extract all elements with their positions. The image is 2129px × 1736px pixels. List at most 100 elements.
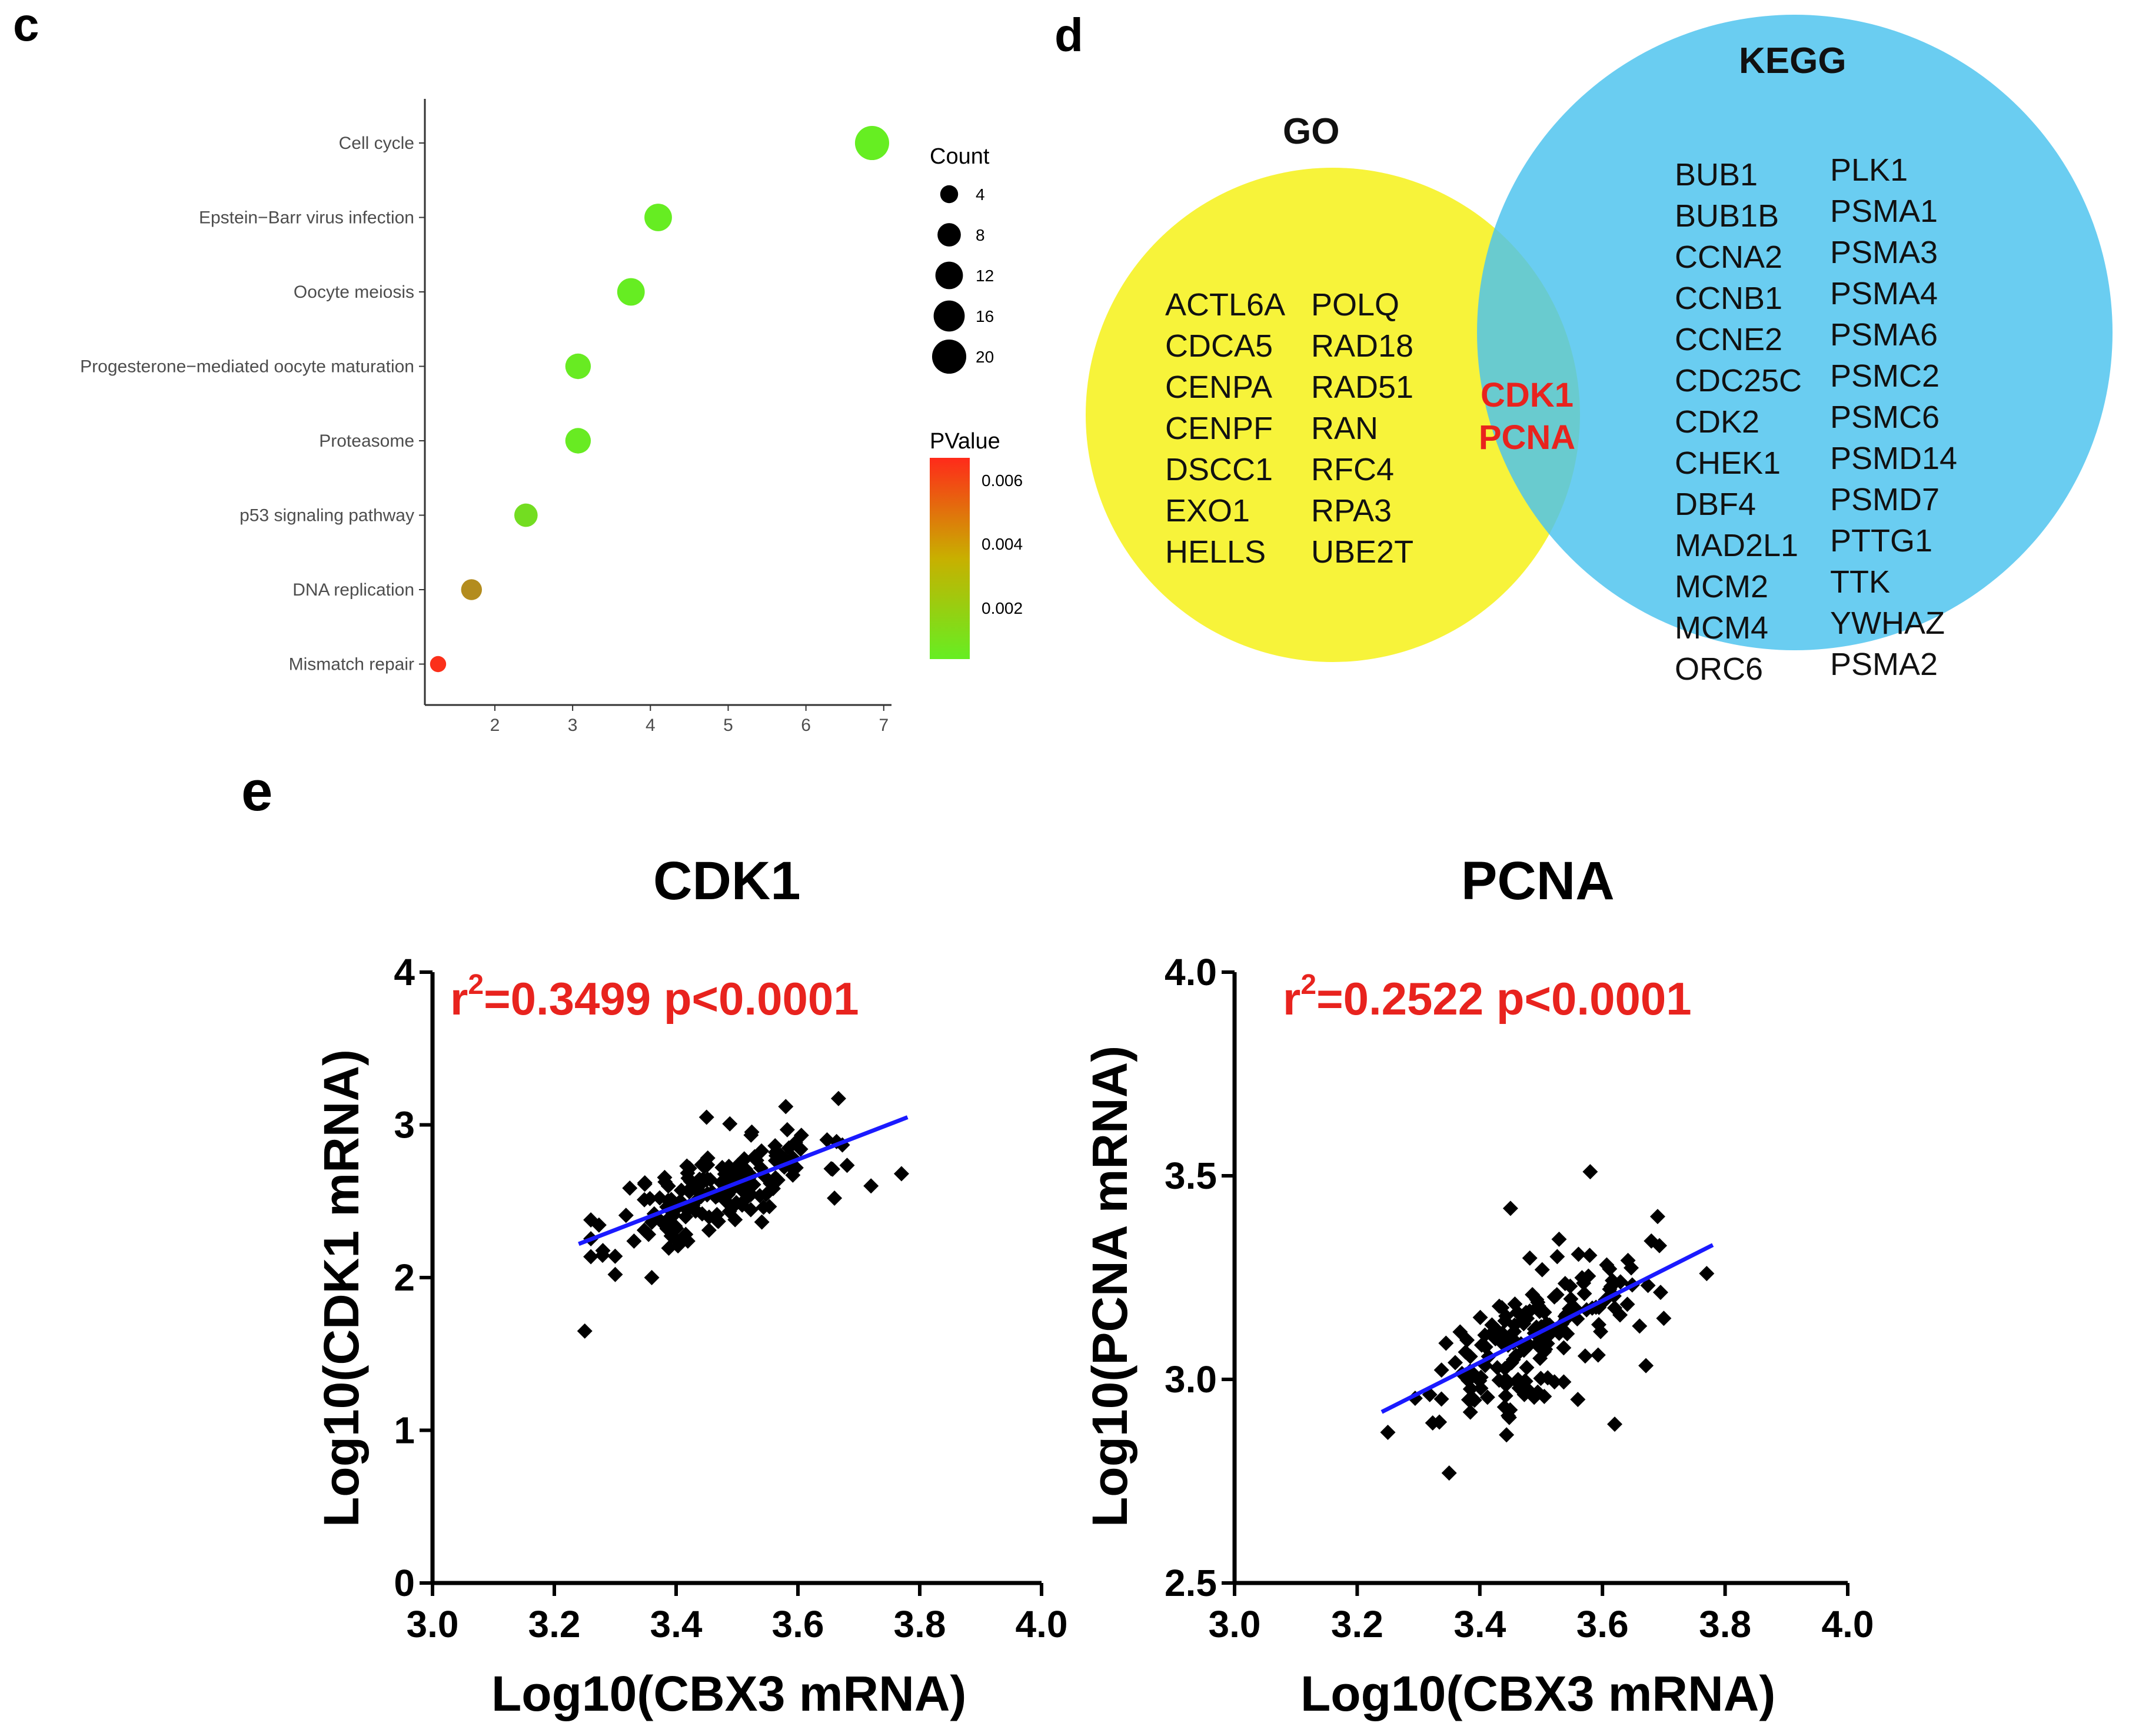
scatter-point bbox=[765, 1180, 781, 1196]
venn-gene: RAN bbox=[1311, 411, 1379, 446]
scatter-point bbox=[1571, 1246, 1586, 1262]
scatter-point bbox=[1559, 1326, 1575, 1342]
panel-letter-e: e bbox=[241, 760, 273, 823]
venn-gene: CCNB1 bbox=[1675, 281, 1783, 316]
scatter-point bbox=[637, 1192, 653, 1208]
scatter-point bbox=[819, 1132, 835, 1148]
venn-gene: DSCC1 bbox=[1165, 452, 1273, 487]
scatter-point bbox=[1500, 1408, 1516, 1424]
dot-plot-x-tick-label: 5 bbox=[723, 716, 733, 735]
scatter-point bbox=[768, 1148, 784, 1164]
scatter-point bbox=[1556, 1340, 1572, 1356]
scatter-point bbox=[761, 1199, 777, 1215]
scatter-point bbox=[1649, 1209, 1665, 1225]
count-legend-dot bbox=[937, 223, 961, 247]
scatter-point bbox=[680, 1233, 696, 1249]
venn-go-circle bbox=[1086, 168, 1580, 662]
scatter-point bbox=[744, 1124, 760, 1140]
scatter-point bbox=[1612, 1274, 1628, 1290]
scatter-point bbox=[1433, 1391, 1449, 1407]
stat-sup: 2 bbox=[468, 969, 484, 1000]
scatter-cdk1-xlabel: Log10(CBX3 mRNA) bbox=[491, 1666, 967, 1721]
scatter-point bbox=[1582, 1164, 1598, 1180]
scatter-point bbox=[1491, 1298, 1507, 1314]
scatter-point bbox=[1652, 1285, 1668, 1301]
scatter-fit-line bbox=[1380, 1243, 1714, 1414]
count-legend-dot bbox=[932, 339, 967, 374]
dot-plot-point bbox=[514, 503, 538, 527]
scatter-point bbox=[1486, 1322, 1502, 1338]
scatter-point bbox=[1590, 1347, 1606, 1363]
pvalue-legend-title: PValue bbox=[930, 429, 1000, 454]
scatter-point bbox=[793, 1141, 809, 1157]
count-legend-label: 16 bbox=[976, 307, 994, 325]
scatter-point bbox=[1518, 1305, 1534, 1321]
scatter-point bbox=[1522, 1250, 1538, 1266]
scatter-point bbox=[1489, 1360, 1505, 1376]
venn-go-title: GO bbox=[1283, 111, 1340, 152]
scatter-y-tick-label: 2.5 bbox=[1165, 1562, 1217, 1604]
count-legend-dot bbox=[935, 261, 963, 290]
scatter-point bbox=[1526, 1389, 1542, 1405]
scatter-point bbox=[577, 1323, 593, 1339]
venn-kegg-list-col2: PLK1 PSMA1 PSMA3 PSMA4 PSMA6 PSMC2 PSMC6 PSMD14… bbox=[1830, 149, 1957, 685]
scatter-y-tick-label: 0 bbox=[394, 1562, 415, 1604]
venn-gene: POLQ bbox=[1311, 287, 1400, 322]
scatter-point bbox=[863, 1178, 879, 1194]
scatter-point bbox=[1534, 1262, 1550, 1278]
venn-gene: CCNA2 bbox=[1675, 240, 1783, 275]
scatter-point bbox=[664, 1217, 680, 1233]
venn-gene: HELLS bbox=[1165, 534, 1266, 570]
venn-gene: BUB1B bbox=[1675, 198, 1779, 234]
scatter-point bbox=[626, 1233, 642, 1249]
stat-r: r bbox=[1283, 973, 1301, 1025]
scatter-point bbox=[1519, 1359, 1535, 1375]
scatter-x-tick-label: 4.0 bbox=[1016, 1603, 1068, 1645]
scatter-point bbox=[661, 1240, 677, 1256]
scatter-x-tick-label: 3.4 bbox=[650, 1603, 703, 1645]
scatter-point bbox=[660, 1178, 676, 1194]
scatter-point bbox=[1619, 1296, 1635, 1312]
venn-gene: PSMC6 bbox=[1830, 400, 1940, 435]
venn-gene: BUB1 bbox=[1675, 157, 1758, 192]
dot-plot-category-label: Epstein−Barr virus infection bbox=[199, 208, 414, 228]
venn-kegg-circle bbox=[1477, 15, 2113, 650]
scatter-point bbox=[701, 1209, 717, 1225]
scatter-point bbox=[1438, 1335, 1454, 1351]
venn-gene: YWHAZ bbox=[1830, 606, 1945, 641]
scatter-point bbox=[637, 1176, 653, 1192]
dot-plot-point bbox=[854, 125, 890, 161]
scatter-point bbox=[738, 1191, 754, 1207]
venn-gene: MCM4 bbox=[1675, 610, 1768, 646]
scatter-point bbox=[721, 1159, 737, 1175]
venn-gene: MCM2 bbox=[1675, 569, 1768, 604]
scatter-point bbox=[1510, 1375, 1526, 1391]
scatter-point bbox=[743, 1202, 759, 1218]
venn-gene: CDK2 bbox=[1675, 404, 1760, 440]
scatter-point bbox=[663, 1192, 679, 1208]
scatter-point bbox=[827, 1190, 843, 1206]
stat-rest: =0.3499 p<0.0001 bbox=[484, 973, 859, 1025]
scatter-pcna-title: PCNA bbox=[1461, 851, 1615, 911]
dot-plot-category-label: Mismatch repair bbox=[289, 655, 414, 674]
count-legend-label: 8 bbox=[976, 226, 985, 244]
scatter-point bbox=[1498, 1377, 1514, 1393]
scatter-fit-line bbox=[578, 1115, 909, 1246]
scatter-x-tick-label: 3.6 bbox=[1576, 1603, 1629, 1645]
scatter-y-tick-label: 3.0 bbox=[1165, 1358, 1217, 1401]
scatter-point bbox=[622, 1180, 638, 1196]
venn-gene: PSMC2 bbox=[1830, 358, 1940, 394]
scatter-point bbox=[1549, 1249, 1565, 1265]
venn-gene: ORC6 bbox=[1675, 651, 1764, 687]
scatter-point bbox=[721, 1203, 737, 1219]
count-legend-label: 12 bbox=[976, 267, 994, 285]
scatter-point bbox=[779, 1122, 795, 1138]
scatter-y-tick-label: 4.0 bbox=[1165, 951, 1217, 993]
dot-plot-category-label: Cell cycle bbox=[339, 134, 414, 153]
venn-gene: PSMA3 bbox=[1830, 235, 1938, 270]
venn-gene: CDCA5 bbox=[1165, 328, 1273, 364]
scatter-point bbox=[618, 1208, 634, 1223]
dot-plot-point bbox=[565, 428, 591, 454]
dot-plot-x-tick-label: 4 bbox=[646, 716, 656, 735]
